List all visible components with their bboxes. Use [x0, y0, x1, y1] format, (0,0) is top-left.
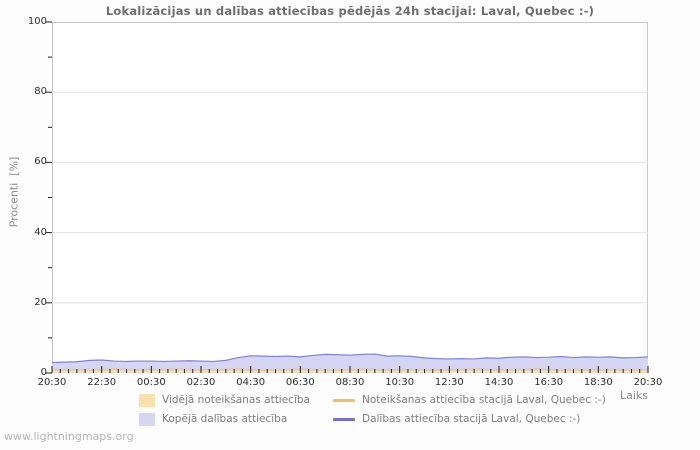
- x-tick-label: 12:30: [434, 377, 464, 388]
- x-tick-label: 20:30: [633, 377, 663, 388]
- plot-border: [52, 22, 648, 373]
- legend-swatch-station-detection: [333, 398, 355, 402]
- legend-label-total-participation: Kopējā dalības attiecība: [162, 413, 288, 425]
- legend-label-avg-detection: Vidējā noteikšanas attiecība: [162, 394, 310, 406]
- x-tick-label: 00:30: [136, 377, 166, 388]
- x-tick-label: 06:30: [285, 377, 315, 388]
- watermark-url: www.lightningmaps.org: [4, 430, 134, 443]
- y-tick-label: 60: [34, 156, 47, 168]
- x-tick-label: 04:30: [236, 377, 266, 388]
- series-line-station-participation: [51, 353, 649, 364]
- y-tick-label: 80: [34, 86, 47, 98]
- x-tick-label: 22:30: [87, 377, 117, 388]
- x-tick-label: 18:30: [583, 377, 613, 388]
- x-tick-label: 10:30: [385, 377, 415, 388]
- x-tick-label: 14:30: [484, 377, 514, 388]
- legend-label-station-detection: Noteikšanas attiecība stacijā Laval, Que…: [362, 394, 606, 406]
- x-axis-title: Laiks: [619, 389, 648, 402]
- x-tick-label: 08:30: [335, 377, 365, 388]
- y-tick-label: 20: [34, 296, 47, 308]
- chart-title: Lokalizācijas un dalības attiecības pēdē…: [105, 4, 595, 18]
- legend-item-station-participation: Dalības attiecība stacijā Laval, Quebec …: [333, 412, 580, 426]
- y-tick-label: 0: [40, 367, 47, 378]
- legend-item-total-participation: Kopējā dalības attiecība: [139, 412, 287, 426]
- x-tick-label: 02:30: [186, 377, 216, 388]
- y-tick-label: 100: [27, 16, 47, 27]
- legend-swatch-total-participation: [139, 412, 155, 426]
- x-tick-label: 16:30: [534, 377, 564, 388]
- legend-item-avg-detection: Vidējā noteikšanas attiecība: [139, 393, 310, 407]
- legend-swatch-avg-detection: [139, 393, 155, 407]
- legend-item-station-detection: Noteikšanas attiecība stacijā Laval, Que…: [333, 393, 606, 407]
- x-tick-label: 20:30: [37, 377, 67, 388]
- legend-swatch-station-participation: [333, 417, 355, 421]
- y-tick-label: 40: [34, 226, 47, 238]
- legend-label-station-participation: Dalības attiecība stacijā Laval, Quebec …: [362, 413, 581, 425]
